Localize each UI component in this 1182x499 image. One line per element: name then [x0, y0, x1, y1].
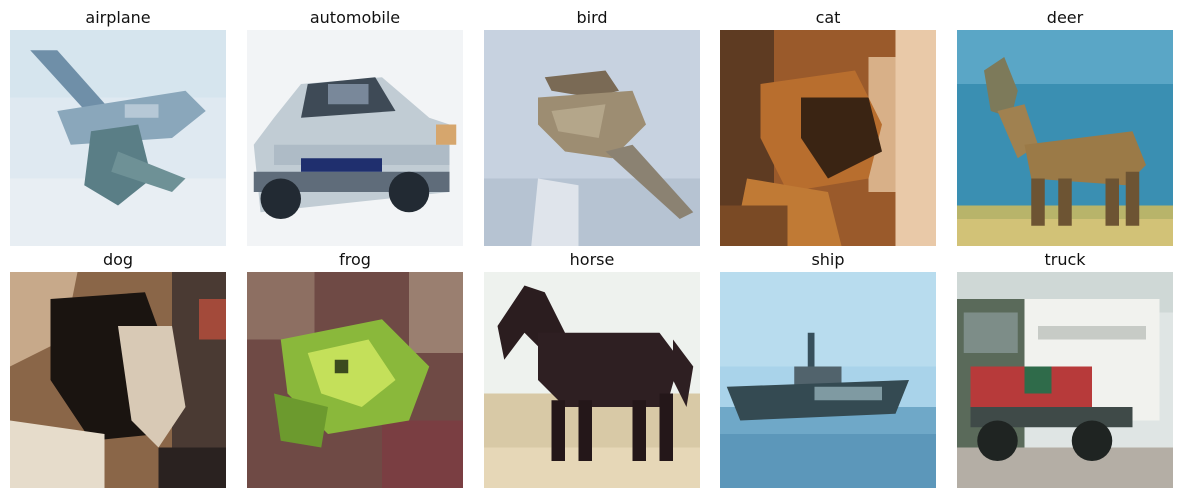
- cat-image: [720, 30, 936, 246]
- class-title: frog: [339, 250, 371, 269]
- class-title: ship: [811, 250, 845, 269]
- frog-image: [247, 272, 463, 488]
- class-title: automobile: [309, 8, 401, 27]
- horse-image: [484, 272, 700, 488]
- ship-image: [720, 272, 936, 488]
- bird-image: [484, 30, 700, 246]
- dog-image: [10, 272, 226, 488]
- class-title: horse: [569, 250, 615, 269]
- class-title: truck: [1044, 250, 1086, 269]
- class-title: dog: [102, 250, 134, 269]
- class-title: cat: [815, 8, 841, 27]
- automobile-image: [247, 30, 463, 246]
- deer-image: [957, 30, 1173, 246]
- truck-image: [957, 272, 1173, 488]
- class-title: deer: [1046, 8, 1084, 27]
- airplane-image: [10, 30, 226, 246]
- class-title: bird: [576, 8, 608, 27]
- class-title: airplane: [85, 8, 151, 27]
